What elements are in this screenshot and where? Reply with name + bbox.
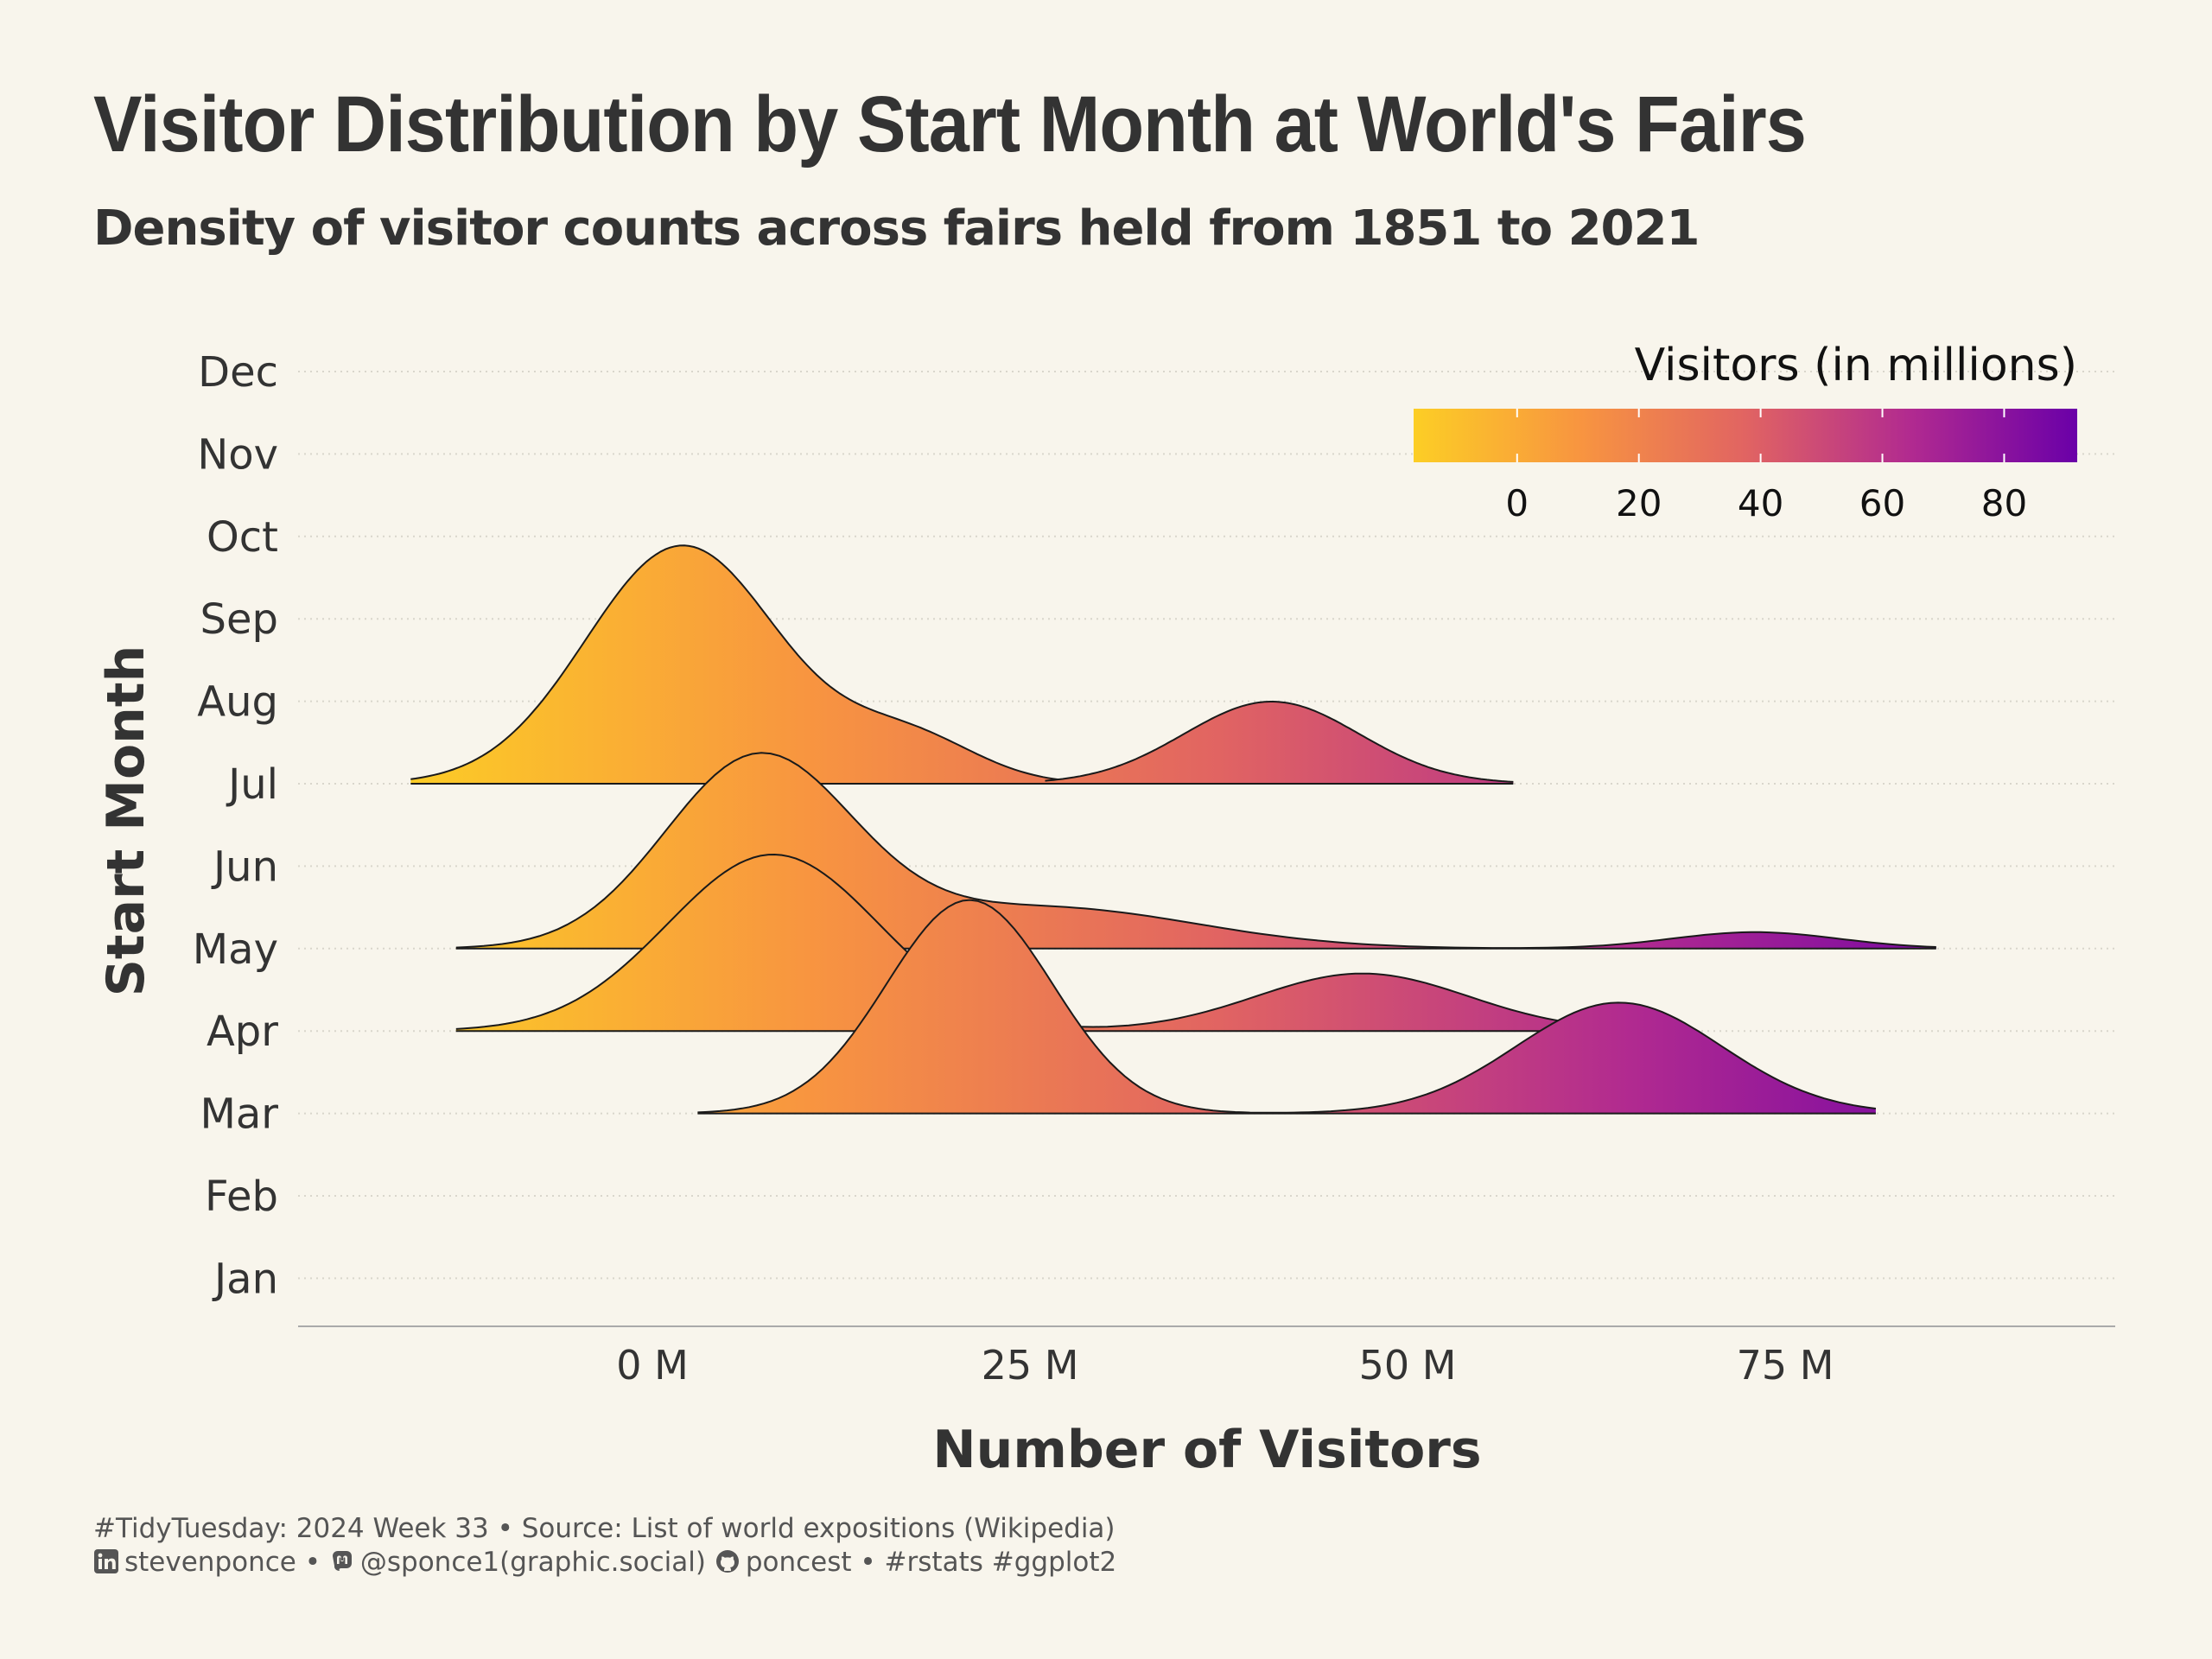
caption-credits: stevenponce • @sponce1(graphic.social) p… [93, 1546, 1116, 1583]
caption: #TidyTuesday: 2024 Week 33 • Source: Lis… [93, 1512, 1116, 1583]
ridge-layer [410, 544, 1936, 1115]
caption-separator: • [304, 1547, 321, 1578]
x-tick-label: 75 M [1737, 1342, 1834, 1389]
legend-tick-label: 20 [1616, 482, 1662, 524]
chart-subtitle: Density of visitor counts across fairs h… [93, 200, 1700, 257]
caption-tags: • #rstats #ggplot2 [860, 1547, 1117, 1578]
caption-source: #TidyTuesday: 2024 Week 33 • Source: Lis… [93, 1513, 1116, 1544]
y-tick-mar: Mar [200, 1090, 278, 1139]
y-tick-jul: Jul [226, 760, 278, 809]
github-handle[interactable]: poncest [745, 1547, 852, 1578]
mastodon-icon [329, 1548, 355, 1583]
y-tick-may: May [193, 925, 278, 974]
ridge-fill [1045, 702, 1514, 784]
ridge-outline [1045, 701, 1514, 783]
y-tick-dec: Dec [198, 348, 278, 397]
y-tick-apr: Apr [207, 1007, 278, 1056]
linkedin-icon [93, 1548, 119, 1583]
y-tick-jun: Jun [211, 842, 278, 891]
ridge-fill [455, 855, 1589, 1032]
linkedin-handle[interactable]: stevenponce [124, 1547, 296, 1578]
ridge-mar-0 [697, 899, 1877, 1115]
y-tick-oct: Oct [207, 513, 278, 562]
x-tick-label: 0 M [616, 1342, 689, 1389]
y-axis-title: Start Month [96, 645, 156, 997]
ridge-outline [455, 752, 1936, 950]
y-tick-nov: Nov [197, 430, 278, 479]
legend-tick-label: 60 [1859, 482, 1905, 524]
grid-layer: Jan Feb Mar Apr May Jun Jul Aug Sep Oct Nov Dec [193, 348, 2115, 1303]
github-icon [715, 1548, 741, 1583]
ridge-fill [410, 545, 1166, 784]
y-tick-feb: Feb [205, 1173, 278, 1221]
y-tick-aug: Aug [197, 678, 278, 727]
legend-tick-label: 80 [1981, 482, 2027, 524]
legend-title: Visitors (in millions) [1635, 340, 2077, 391]
ridge-outline [410, 544, 1166, 785]
legend: Visitors (in millions) 0 20 40 60 80 [1414, 340, 2077, 524]
chart-title: Visitor Distribution by Start Month at W… [93, 80, 1807, 168]
legend-tick-label: 0 [1505, 482, 1529, 524]
ridge-jul-4 [1045, 701, 1514, 785]
mastodon-handle[interactable]: @sponce1(graphic.social) [359, 1547, 706, 1578]
y-tick-jan: Jan [212, 1255, 278, 1303]
ridge-fill [697, 899, 1876, 1114]
axis-layer: 0 M 25 M 50 M 75 M Number of Visitors Start M… [96, 645, 2115, 1480]
y-tick-sep: Sep [200, 595, 278, 644]
ridge-jul-3 [410, 544, 1166, 785]
x-axis-title: Number of Visitors [932, 1420, 1481, 1480]
legend-colorbar [1414, 409, 2077, 462]
legend-tick-label: 40 [1738, 482, 1783, 524]
x-tick-label: 25 M [982, 1342, 1079, 1389]
x-tick-label: 50 M [1359, 1342, 1457, 1389]
